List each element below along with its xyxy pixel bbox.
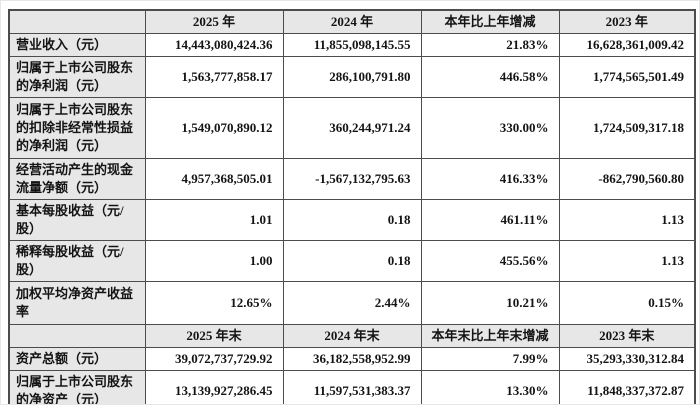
table-row-basic-eps: 基本每股收益（元/股） 1.01 0.18 461.11% 1.13 xyxy=(8,199,696,241)
value-2025: 1,563,777,858.17 xyxy=(144,56,284,98)
value-2023: 35,293,330,312.84 xyxy=(558,347,696,371)
period-header-2025: 2025 年 xyxy=(144,9,284,34)
row-label: 基本每股收益（元/股） xyxy=(8,199,146,241)
period-header-2024: 2024 年 xyxy=(282,9,422,34)
value-2023: 1.13 xyxy=(558,199,696,241)
table-row-operating-cash-flow: 经营活动产生的现金流量净额（元） 4,957,368,505.01 -1,567… xyxy=(8,158,696,200)
value-2025: 14,443,080,424.36 xyxy=(144,33,284,57)
row-label: 归属于上市公司股东的净资产（元） xyxy=(8,370,146,404)
table-row-diluted-eps: 稀释每股收益（元/股） 1.00 0.18 455.56% 1.13 xyxy=(8,240,696,282)
value-2023: 1,724,509,317.18 xyxy=(558,97,696,159)
table-row-operating-revenue: 营业收入（元） 14,443,080,424.36 11,855,098,145… xyxy=(8,33,696,57)
year-end-header-2024: 2024 年末 xyxy=(282,324,422,348)
value-2024: 0.18 xyxy=(282,240,422,282)
value-2025: 39,072,737,729.92 xyxy=(144,347,284,371)
value-change: 330.00% xyxy=(420,97,560,159)
value-2024: 0.18 xyxy=(282,199,422,241)
value-2023: 1,774,565,501.49 xyxy=(558,56,696,98)
year-end-header-row: 2025 年末 2024 年末 本年末比上年末增减 2023 年末 xyxy=(8,324,696,348)
row-label: 加权平均净资产收益率 xyxy=(8,281,146,325)
period-header-row: 2025 年 2024 年 本年比上年增减 2023 年 xyxy=(8,9,696,34)
value-2025: 1.01 xyxy=(144,199,284,241)
table-row-net-profit-excl-nonrecurring: 归属于上市公司股东的扣除非经常性损益的净利润（元） 1,549,070,890.… xyxy=(8,97,696,159)
table-row-weighted-avg-roe: 加权平均净资产收益率 12.65% 2.44% 10.21% 0.15% xyxy=(8,281,696,325)
value-2023: 1.13 xyxy=(558,240,696,282)
value-change: 461.11% xyxy=(420,199,560,241)
value-2024: 286,100,791.80 xyxy=(282,56,422,98)
period-header-change: 本年比上年增减 xyxy=(420,9,560,34)
value-change: 7.99% xyxy=(420,347,560,371)
value-change: 446.58% xyxy=(420,56,560,98)
value-change: 416.33% xyxy=(420,158,560,200)
year-end-header-2025: 2025 年末 xyxy=(144,324,284,348)
value-change: 455.56% xyxy=(420,240,560,282)
row-label: 营业收入（元） xyxy=(8,33,146,57)
table-row-net-assets: 归属于上市公司股东的净资产（元） 13,139,927,286.45 11,59… xyxy=(8,370,696,404)
value-change: 10.21% xyxy=(420,281,560,325)
value-2025: 1,549,070,890.12 xyxy=(144,97,284,159)
value-2024: -1,567,132,795.63 xyxy=(282,158,422,200)
value-2024: 11,855,098,145.55 xyxy=(282,33,422,57)
year-end-header-empty-cell xyxy=(8,324,146,348)
row-label: 经营活动产生的现金流量净额（元） xyxy=(8,158,146,200)
value-2024: 360,244,971.24 xyxy=(282,97,422,159)
table-row-total-assets: 资产总额（元） 39,072,737,729.92 36,182,558,952… xyxy=(8,347,696,371)
value-2025: 4,957,368,505.01 xyxy=(144,158,284,200)
value-2023: -862,790,560.80 xyxy=(558,158,696,200)
period-header-2023: 2023 年 xyxy=(558,9,696,34)
value-change: 21.83% xyxy=(420,33,560,57)
value-2024: 2.44% xyxy=(282,281,422,325)
period-header-empty-cell xyxy=(8,9,146,34)
value-2023: 0.15% xyxy=(558,281,696,325)
row-label: 稀释每股收益（元/股） xyxy=(8,240,146,282)
value-change: 13.30% xyxy=(420,370,560,404)
value-2023: 16,628,361,009.42 xyxy=(558,33,696,57)
year-end-header-change: 本年末比上年末增减 xyxy=(420,324,560,348)
row-label: 资产总额（元） xyxy=(8,347,146,371)
financial-summary-table: 2025 年 2024 年 本年比上年增减 2023 年 营业收入（元） 14,… xyxy=(8,9,696,404)
value-2025: 12.65% xyxy=(144,281,284,325)
value-2024: 36,182,558,952.99 xyxy=(282,347,422,371)
value-2024: 11,597,531,383.37 xyxy=(282,370,422,404)
year-end-header-2023: 2023 年末 xyxy=(558,324,696,348)
value-2023: 11,848,337,372.87 xyxy=(558,370,696,404)
value-2025: 13,139,927,286.45 xyxy=(144,370,284,404)
table-row-net-profit: 归属于上市公司股东的净利润（元） 1,563,777,858.17 286,10… xyxy=(8,56,696,98)
row-label: 归属于上市公司股东的净利润（元） xyxy=(8,56,146,98)
row-label: 归属于上市公司股东的扣除非经常性损益的净利润（元） xyxy=(8,97,146,159)
value-2025: 1.00 xyxy=(144,240,284,282)
